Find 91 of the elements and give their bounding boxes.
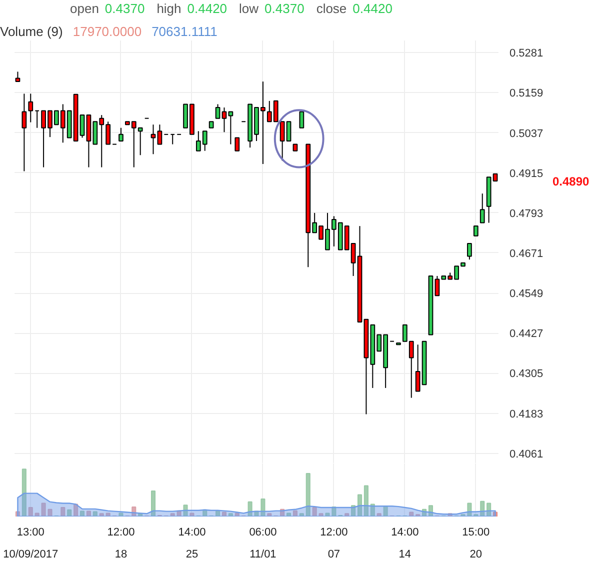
bar	[486, 502, 492, 516]
bar	[312, 507, 317, 516]
candlestick	[222, 106, 227, 133]
bar	[183, 504, 188, 516]
candlestick	[22, 93, 27, 172]
candlestick	[299, 111, 304, 128]
bar	[22, 468, 26, 516]
category-label: 06:00 11/01	[249, 526, 277, 560]
bar	[364, 485, 368, 516]
bar	[190, 512, 194, 516]
bar	[306, 472, 310, 516]
y-tick-label: 0.4549	[510, 288, 544, 300]
bar	[376, 513, 382, 516]
y-tick-label: 0.5159	[510, 88, 544, 100]
bar	[138, 513, 143, 516]
candlestick	[480, 193, 485, 224]
category-label: 13:00 10/09/2017	[3, 526, 58, 560]
y-tick-label: 0.4793	[510, 208, 544, 220]
y-tick-label: 0.4915	[510, 168, 544, 180]
bar	[493, 512, 498, 516]
bar	[92, 511, 98, 516]
candlestick	[467, 242, 472, 260]
bar	[234, 512, 240, 516]
candlestick	[15, 71, 20, 82]
bar	[318, 513, 324, 516]
bar	[34, 512, 40, 516]
bar	[216, 510, 220, 516]
bar	[74, 504, 78, 516]
y-tick-label: 0.4427	[510, 328, 544, 340]
candlestick	[234, 137, 240, 152]
bar	[480, 500, 485, 516]
y-tick-label: 0.5037	[510, 128, 544, 140]
bar	[15, 511, 20, 516]
bar	[228, 513, 233, 516]
bar	[428, 505, 434, 516]
candlestick	[215, 104, 220, 119]
bar	[106, 512, 110, 516]
bar	[170, 513, 175, 516]
bar	[222, 512, 227, 516]
text: high 0.4420	[156, 1, 228, 16]
text: 17970.0000	[72, 24, 142, 39]
bar	[370, 504, 375, 516]
bar	[86, 510, 91, 516]
bar	[176, 510, 182, 516]
bar	[60, 507, 66, 516]
category-label: 14:00 25	[178, 526, 206, 560]
category-label: 12:00 18	[107, 526, 135, 560]
text: 0.4890	[552, 174, 590, 189]
text: open 0.4370	[70, 1, 145, 16]
bar	[286, 512, 292, 516]
candlestick	[118, 127, 124, 142]
candlestick	[286, 121, 292, 142]
bar	[409, 512, 414, 516]
candlestick	[150, 124, 156, 155]
bar	[28, 507, 33, 516]
y-tick-label: 0.4183	[510, 408, 544, 420]
text: 70631.1111	[152, 24, 218, 39]
text: low 0.4370	[239, 1, 304, 16]
candlestick	[157, 124, 162, 145]
category-label: 14:00 14	[391, 526, 419, 560]
bar	[267, 513, 272, 516]
y-tick-label: 0.4305	[510, 368, 544, 380]
candlestick	[28, 93, 34, 123]
bar	[67, 509, 72, 516]
bar	[422, 508, 427, 516]
candlestick	[34, 110, 40, 128]
bar	[383, 506, 388, 516]
candlestick	[280, 121, 285, 162]
bar	[132, 506, 136, 516]
bar	[150, 490, 156, 516]
bar	[280, 508, 285, 516]
bar	[202, 509, 208, 516]
bar	[351, 505, 356, 516]
text: Volume (9)	[0, 24, 63, 39]
y-tick-label: 0.4061	[510, 448, 544, 460]
y-tick-label: 0.5281	[510, 48, 544, 60]
bar	[448, 513, 452, 516]
candlestick	[80, 114, 85, 138]
candlestick	[473, 226, 478, 236]
candlestick	[170, 134, 176, 145]
bar	[344, 513, 350, 516]
bar	[99, 513, 104, 516]
bar	[118, 512, 124, 516]
bar	[292, 510, 298, 516]
y-tick-label: 0.4671	[510, 248, 544, 260]
text: close 0.4420	[316, 1, 392, 16]
bar	[80, 510, 85, 516]
category-label: 12:00 07	[320, 526, 348, 560]
bar	[299, 513, 304, 516]
bar	[357, 494, 362, 516]
category-label: 15:00 20	[462, 526, 490, 560]
